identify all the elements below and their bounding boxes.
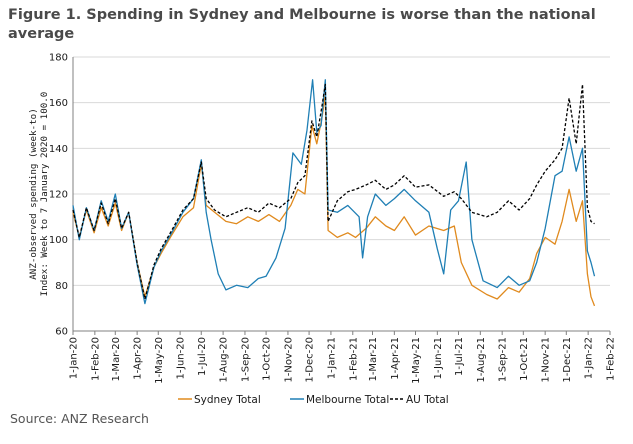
x-tick-label: 1-Jan-20: [69, 337, 80, 379]
x-tick-label: 1-Feb-20: [90, 337, 101, 381]
y-tick-label: 120: [49, 190, 68, 201]
x-tick-label: 1-Jan-22: [584, 337, 595, 379]
x-tick-label: 1-Jun-20: [176, 337, 187, 380]
x-tick-label: 1-Mar-21: [368, 337, 379, 382]
x-tick-label: 1-May-21: [411, 337, 422, 384]
y-tick-label: 160: [49, 98, 68, 109]
x-tick-label: 1-Sep-21: [498, 337, 509, 382]
legend: Sydney Total Melbourne Total AU Total: [178, 394, 449, 406]
x-tick-label: 1-Feb-21: [348, 337, 359, 381]
x-tick-label: 1-Dec-20: [305, 337, 316, 383]
source-note: Source: ANZ Research: [10, 411, 149, 426]
x-tick-label: 1-May-20: [154, 337, 165, 384]
x-tick-label: 1-Jun-21: [433, 337, 444, 380]
y-tick-label: 80: [55, 281, 68, 292]
legend-label: AU Total: [406, 394, 449, 406]
x-tick-label: 1-Sep-20: [240, 337, 251, 382]
x-tick-label: 1-Dec-21: [562, 337, 573, 383]
y-tick-label: 100: [49, 235, 68, 246]
y-tick-label: 140: [49, 144, 68, 155]
x-tick-label: 1-Nov-21: [541, 337, 552, 383]
gridlines: [72, 56, 610, 332]
x-tick-label: 1-Jul-21: [454, 337, 465, 376]
series-line-au-total: [72, 83, 595, 300]
x-tick-label: 1-Jan-21: [326, 337, 337, 379]
x-tick-label: 1-Aug-21: [476, 337, 487, 383]
legend-label: Melbourne Total: [306, 394, 389, 406]
series-line-melbourne-total: [72, 79, 596, 305]
x-tick-label: 1-Oct-20: [262, 337, 273, 381]
chart-title: Figure 1. Spending in Sydney and Melbour…: [8, 7, 596, 42]
series-lines: [72, 79, 596, 307]
x-tick-label: 1-Feb-22: [606, 337, 617, 381]
x-tick-label: 1-Apr-20: [133, 337, 144, 380]
y-axis-label: ANZ-observed spending (week-to) Index: We…: [28, 92, 50, 297]
legend-label: Sydney Total: [194, 394, 261, 406]
y-tick-label: 180: [49, 53, 68, 64]
x-axis-ticks: 1-Jan-20 1-Feb-20 1-Mar-20 1-Apr-20 1-May-20…: [69, 331, 617, 384]
y-axis-ticks: 60 80 100 120 140 160 180: [49, 53, 68, 338]
x-tick-label: 1-Apr-21: [390, 337, 401, 380]
x-tick-label: 1-Nov-20: [283, 337, 294, 383]
x-tick-label: 1-Mar-20: [111, 337, 122, 382]
x-tick-label: 1-Aug-20: [219, 337, 230, 383]
y-axis-label-line: Index: Week to 7 January 2020 = 100.0: [39, 92, 50, 297]
y-axis-label-line: ANZ-observed spending (week-to): [28, 108, 39, 279]
x-tick-label: 1-Oct-21: [519, 337, 530, 381]
x-tick-label: 1-Jul-20: [197, 337, 208, 376]
y-tick-label: 60: [55, 327, 68, 338]
